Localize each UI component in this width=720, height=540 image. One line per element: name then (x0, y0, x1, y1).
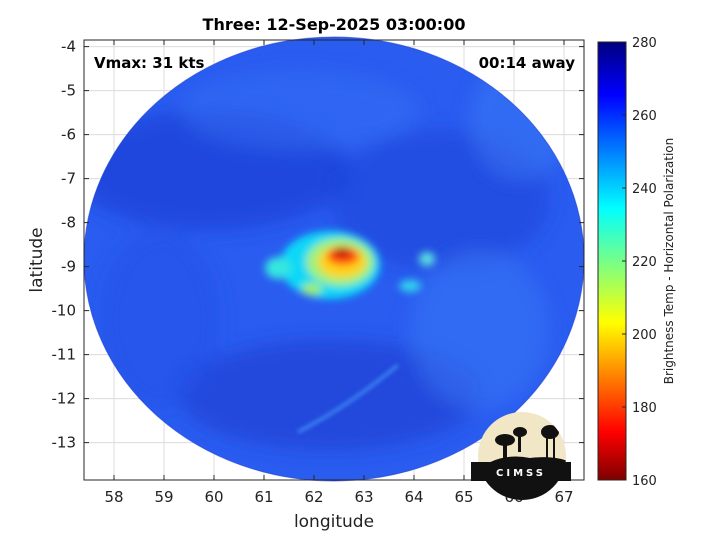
colorbar-tick-label: 240 (632, 182, 657, 197)
logo-text: CIMSS (496, 468, 546, 479)
swath-texture (84, 60, 570, 450)
colorbar-tick-label: 280 (632, 36, 657, 51)
x-tick-label: 62 (304, 488, 323, 506)
logo-banner (471, 462, 571, 481)
y-tick-label: -9 (61, 258, 76, 276)
x-tick-label: 64 (404, 488, 423, 506)
colorbar-axis: 280 260 240 220 200 180 160 (622, 36, 657, 489)
y-tick-label: -8 (61, 214, 76, 232)
x-tick-label: 59 (154, 488, 173, 506)
y-tick-label: -7 (61, 170, 76, 188)
time-away-annotation: 00:14 away (479, 54, 576, 72)
plot-frame (83, 39, 585, 481)
y-tick-label: -10 (52, 302, 77, 320)
colorbar-label: Brightness Temp - Horizontal Polarizatio… (662, 138, 676, 385)
colorbar (597, 41, 627, 481)
colorbar-tick-label: 200 (632, 328, 657, 343)
x-tick-label: 60 (204, 488, 223, 506)
y-tick-label: -4 (61, 38, 76, 56)
y-tick-label: -12 (52, 390, 77, 408)
scan-artifact-line (297, 363, 399, 434)
storm-convection (265, 231, 435, 299)
y-tick-label: -5 (61, 82, 76, 100)
colorbar-tick-label: 260 (632, 109, 657, 124)
swath-image (84, 37, 584, 481)
vmax-annotation: Vmax: 31 kts (94, 54, 204, 72)
x-tick-label: 61 (254, 488, 273, 506)
y-tick-label: -11 (52, 346, 77, 364)
y-tick-label: -13 (52, 434, 77, 452)
y-axis-label: latitude (27, 227, 47, 292)
cimss-logo: CIMSS (471, 412, 571, 500)
x-tick-label: 67 (554, 488, 573, 506)
chart-title: Three: 12-Sep-2025 03:00:00 (203, 15, 466, 34)
y-tick-label: -6 (61, 126, 76, 144)
y-axis: -4 -5 -6 -7 -8 -9 -10 -11 -12 -13 (52, 38, 584, 452)
x-tick-label: 65 (454, 488, 473, 506)
x-tick-label: 58 (104, 488, 123, 506)
colorbar-tick-label: 160 (632, 474, 657, 489)
x-tick-label: 63 (354, 488, 373, 506)
x-axis-label: longitude (294, 512, 374, 532)
colorbar-tick-label: 180 (632, 401, 657, 416)
colorbar-tick-label: 220 (632, 255, 657, 270)
